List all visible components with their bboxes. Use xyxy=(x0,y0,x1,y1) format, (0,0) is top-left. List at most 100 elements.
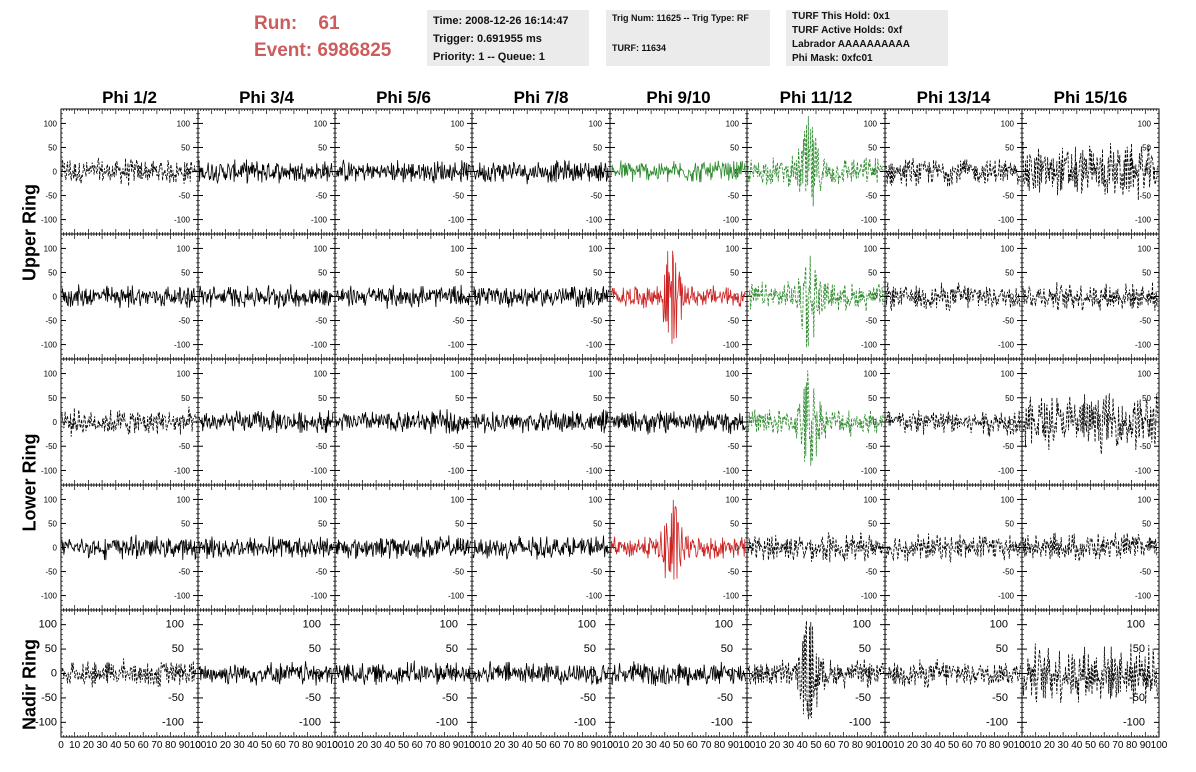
ytick-label: -50 xyxy=(315,568,327,577)
ytick-label: 50 xyxy=(730,519,739,528)
ytick-label: -100 xyxy=(174,592,191,601)
waveform-r2c4 xyxy=(472,286,609,308)
ytick-label: 100 xyxy=(864,119,878,128)
ytick-label: -100 xyxy=(311,341,328,350)
ytick-label: 50 xyxy=(1005,143,1014,152)
ytick-label-left: -100 xyxy=(41,216,58,225)
ytick-label: 50 xyxy=(455,143,464,152)
ytick-label: 50 xyxy=(593,519,602,528)
ytick-label-left: 0 xyxy=(53,544,58,553)
ytick-label: 0 xyxy=(186,168,191,177)
ytick-label-left: -100 xyxy=(41,466,58,475)
waveform-r2c5 xyxy=(610,250,746,344)
ytick-label: -50 xyxy=(727,442,739,451)
phi-mask-line: Phi Mask: 0xfc01 xyxy=(792,53,873,64)
ytick-label: 0 xyxy=(1147,293,1152,302)
ytick-label: 50 xyxy=(593,268,602,277)
time-trigger-box: Time: 2008-12-26 16:14:47 Trigger: 0.691… xyxy=(427,10,589,66)
ytick-label: 100 xyxy=(177,119,191,128)
ytick-label: 100 xyxy=(451,119,465,128)
phi-header-1: Phi 1/2 xyxy=(102,88,157,107)
ytick-label: 50 xyxy=(1005,268,1014,277)
turf-active-holds: TURF Active Holds: 0xf xyxy=(792,25,903,36)
ytick-label: 50 xyxy=(181,519,190,528)
ytick-label: -50 xyxy=(865,192,877,201)
ytick-label: -100 xyxy=(723,592,740,601)
ytick-label: 0 xyxy=(1010,293,1015,302)
ytick-label: -100 xyxy=(586,592,603,601)
phi-header-6: Phi 11/12 xyxy=(779,88,853,107)
ytick-label: -100 xyxy=(174,466,191,475)
trigger-line: Trigger: 0.691955 ms xyxy=(433,33,542,45)
ytick-label: -100 xyxy=(311,592,328,601)
ytick-label: -100 xyxy=(311,216,328,225)
ytick-label: -50 xyxy=(590,192,602,201)
ytick-label: -50 xyxy=(1139,317,1151,326)
ytick-label: 50 xyxy=(730,268,739,277)
ytick-label: 50 xyxy=(181,143,190,152)
ytick-label: 100 xyxy=(726,495,740,504)
ytick-label: 100 xyxy=(589,495,603,504)
ytick-label: -100 xyxy=(448,216,465,225)
waveform-r1c3 xyxy=(335,159,471,184)
ytick-label: -50 xyxy=(178,442,190,451)
ytick-label: -50 xyxy=(315,192,327,201)
ytick-label: -100 xyxy=(448,466,465,475)
ytick-label: 100 xyxy=(726,119,740,128)
ytick-label: 100 xyxy=(451,495,465,504)
ytick-label: 100 xyxy=(177,370,191,379)
ytick-label: 100 xyxy=(177,495,191,504)
ytick-label: 100 xyxy=(1001,119,1015,128)
ytick-label: 50 xyxy=(730,143,739,152)
ytick-label: -100 xyxy=(448,341,465,350)
ytick-label: 0 xyxy=(598,293,603,302)
waveform-r4c2 xyxy=(198,536,334,559)
ytick-label: -100 xyxy=(448,592,465,601)
phi-header-3: Phi 5/6 xyxy=(376,88,431,107)
ytick-label: 100 xyxy=(314,244,328,253)
ytick-label: 50 xyxy=(318,268,327,277)
waveform-r1c8 xyxy=(1022,142,1158,201)
ytick-label-left: -50 xyxy=(45,317,57,326)
ytick-label: -100 xyxy=(586,466,603,475)
ytick-label: 100 xyxy=(726,244,740,253)
ytick-label: 0 xyxy=(186,418,191,427)
ytick-label: -100 xyxy=(723,216,740,225)
ytick-label: 50 xyxy=(1142,268,1151,277)
ytick-label: -50 xyxy=(178,192,190,201)
ytick-label: 100 xyxy=(1001,244,1015,253)
run-label: Run: xyxy=(254,13,298,34)
ytick-label-left: -50 xyxy=(45,192,57,201)
trig-num-line: Trig Num: 11625 -- Trig Type: RF xyxy=(612,13,749,23)
ytick-label-left: 100 xyxy=(44,495,58,504)
time-line: Time: 2008-12-26 16:14:47 xyxy=(433,15,569,27)
ytick-label-left: 50 xyxy=(48,519,57,528)
waveform-r2c6 xyxy=(747,255,884,348)
ytick-label: -50 xyxy=(315,442,327,451)
ytick-label: 50 xyxy=(593,394,602,403)
ytick-label: -50 xyxy=(865,317,877,326)
ytick-label: 50 xyxy=(455,519,464,528)
ytick-label: 0 xyxy=(873,168,878,177)
ytick-label: -50 xyxy=(315,317,327,326)
ytick-label: 100 xyxy=(589,119,603,128)
ytick-label: -50 xyxy=(727,192,739,201)
ytick-label: -100 xyxy=(1135,466,1152,475)
ytick-label: 0 xyxy=(1010,168,1015,177)
turf-this-hold: TURF This Hold: 0x1 xyxy=(792,11,890,22)
ytick-label: -100 xyxy=(861,341,878,350)
waveform-r3c2 xyxy=(198,410,334,434)
ytick-label: -100 xyxy=(311,466,328,475)
turf-hold-box: TURF This Hold: 0x1 TURF Active Holds: 0… xyxy=(786,10,948,66)
ytick-label-left: 100 xyxy=(44,119,58,128)
waveform-r4c4 xyxy=(472,535,609,560)
ytick-label: 50 xyxy=(593,143,602,152)
ytick-label-left: 0 xyxy=(53,293,58,302)
ytick-label: -100 xyxy=(861,466,878,475)
ytick-label: 0 xyxy=(460,418,465,427)
ytick-label: 100 xyxy=(726,370,740,379)
trig-num-box: Trig Num: 11625 -- Trig Type: RF TURF: 1… xyxy=(606,10,770,66)
ytick-label: 50 xyxy=(1005,394,1014,403)
ytick-label-left: 0 xyxy=(53,168,58,177)
ytick-label-left: -100 xyxy=(41,341,58,350)
